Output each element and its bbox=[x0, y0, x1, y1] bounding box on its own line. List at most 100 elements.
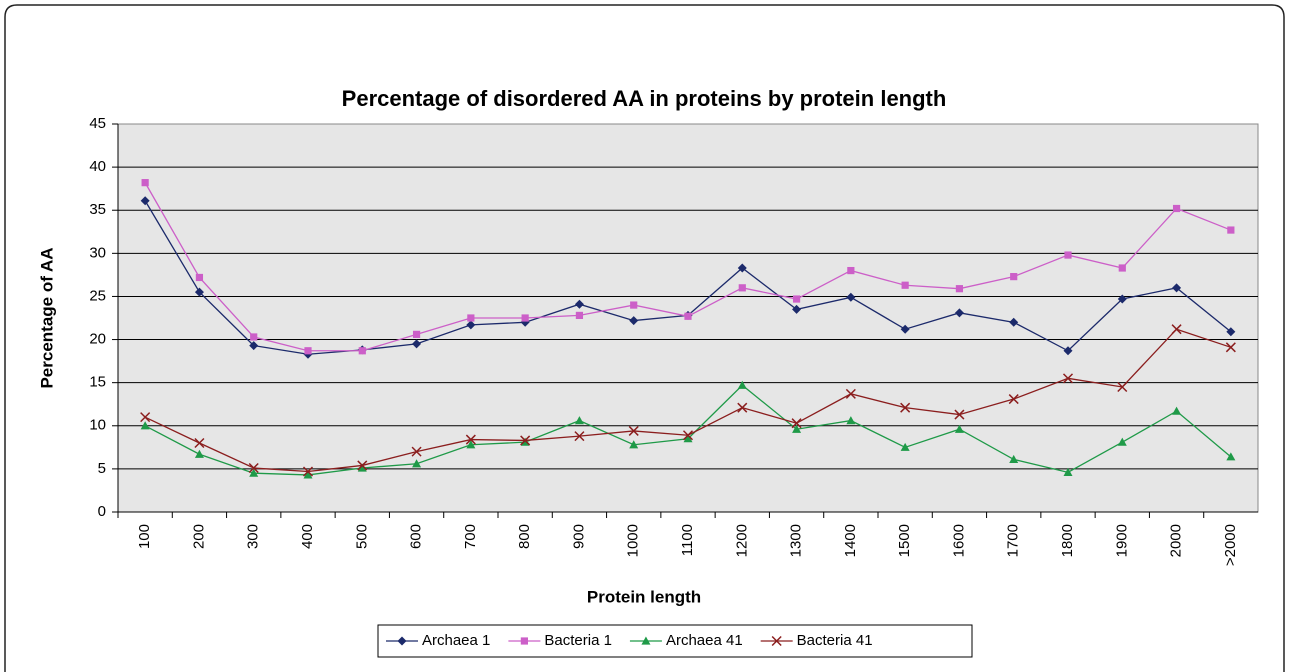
legend-label: Bacteria 41 bbox=[797, 632, 873, 649]
marker bbox=[303, 470, 313, 479]
marker bbox=[954, 308, 964, 318]
y-axis-label: Percentage of AA bbox=[37, 247, 56, 388]
marker bbox=[846, 416, 856, 425]
marker bbox=[954, 409, 965, 420]
marker bbox=[954, 424, 964, 433]
y-tick-label: 20 bbox=[89, 331, 106, 348]
x-tick-label: 1800 bbox=[1059, 524, 1076, 557]
marker bbox=[792, 424, 802, 433]
legend-box bbox=[377, 624, 973, 658]
x-tick-label: 900 bbox=[570, 524, 587, 549]
legend-label: Bacteria 1 bbox=[544, 632, 612, 649]
marker bbox=[194, 287, 204, 297]
x-tick-label: >2000 bbox=[1222, 524, 1239, 566]
marker bbox=[771, 635, 782, 647]
marker bbox=[1117, 381, 1128, 393]
x-tick-label: 200 bbox=[190, 524, 207, 549]
marker bbox=[465, 434, 476, 445]
y-tick-label: 0 bbox=[98, 503, 106, 520]
marker bbox=[901, 281, 909, 289]
frame bbox=[4, 4, 1285, 672]
marker bbox=[792, 304, 802, 314]
marker bbox=[900, 324, 910, 334]
marker bbox=[1010, 273, 1018, 281]
marker bbox=[683, 434, 693, 443]
x-tick-label: 500 bbox=[353, 524, 370, 549]
marker bbox=[520, 435, 531, 446]
marker bbox=[1117, 437, 1127, 446]
marker bbox=[641, 636, 651, 645]
marker bbox=[141, 179, 149, 187]
marker bbox=[302, 466, 314, 477]
x-tick-label: 1300 bbox=[788, 524, 805, 557]
marker bbox=[195, 273, 204, 282]
marker bbox=[1172, 406, 1182, 415]
y-tick-label: 10 bbox=[89, 417, 106, 434]
x-tick-label: 800 bbox=[516, 524, 533, 549]
marker bbox=[574, 431, 585, 442]
marker bbox=[846, 292, 856, 302]
marker bbox=[845, 388, 856, 399]
marker bbox=[1063, 467, 1073, 476]
y-tick-label: 40 bbox=[89, 158, 106, 175]
marker bbox=[629, 440, 639, 449]
marker bbox=[1171, 324, 1182, 335]
marker bbox=[629, 316, 639, 326]
y-tick-label: 35 bbox=[89, 201, 106, 218]
marker bbox=[1064, 251, 1072, 259]
x-tick-label: 1200 bbox=[733, 524, 750, 557]
marker bbox=[140, 412, 151, 423]
marker bbox=[738, 284, 746, 292]
marker bbox=[140, 421, 150, 430]
marker bbox=[575, 311, 584, 320]
marker bbox=[1009, 317, 1019, 327]
marker bbox=[1172, 283, 1182, 293]
y-tick-label: 5 bbox=[98, 460, 106, 477]
x-tick-label: 700 bbox=[462, 524, 479, 549]
x-tick-label: 1000 bbox=[625, 524, 642, 557]
marker bbox=[249, 341, 259, 351]
marker bbox=[304, 347, 312, 355]
x-tick-label: 2000 bbox=[1168, 524, 1185, 557]
marker bbox=[737, 402, 748, 413]
x-tick-label: 600 bbox=[408, 524, 425, 549]
marker bbox=[466, 440, 476, 449]
marker bbox=[250, 333, 258, 341]
marker bbox=[630, 301, 638, 309]
marker bbox=[1225, 342, 1236, 353]
marker bbox=[520, 637, 528, 645]
marker bbox=[412, 330, 421, 338]
marker bbox=[791, 418, 802, 429]
marker bbox=[847, 266, 855, 275]
x-tick-label: 300 bbox=[245, 524, 262, 549]
marker bbox=[1226, 452, 1236, 461]
marker bbox=[682, 430, 694, 441]
marker bbox=[140, 196, 150, 206]
marker bbox=[737, 380, 747, 389]
legend-label: Archaea 1 bbox=[422, 632, 490, 649]
x-tick-label: 1900 bbox=[1113, 524, 1130, 557]
marker bbox=[900, 402, 911, 413]
y-tick-label: 15 bbox=[89, 374, 106, 391]
x-tick-label: 1400 bbox=[842, 524, 859, 557]
y-tick-label: 25 bbox=[89, 287, 106, 304]
marker bbox=[1226, 327, 1236, 337]
x-tick-label: 1700 bbox=[1005, 524, 1022, 557]
marker bbox=[792, 295, 801, 303]
marker bbox=[411, 446, 422, 457]
marker bbox=[466, 320, 476, 330]
x-tick-label: 1100 bbox=[679, 524, 696, 556]
marker bbox=[574, 416, 584, 425]
marker bbox=[684, 312, 692, 320]
y-tick-label: 45 bbox=[89, 115, 106, 132]
y-tick-label: 30 bbox=[89, 244, 106, 261]
marker bbox=[1062, 373, 1074, 384]
marker bbox=[397, 636, 407, 646]
marker bbox=[1063, 346, 1073, 356]
legend-label: Archaea 41 bbox=[666, 632, 743, 649]
x-axis-label: Protein length bbox=[587, 587, 701, 606]
marker bbox=[357, 460, 368, 471]
marker bbox=[1117, 294, 1127, 304]
marker bbox=[1118, 264, 1126, 272]
x-tick-label: 100 bbox=[136, 524, 153, 549]
